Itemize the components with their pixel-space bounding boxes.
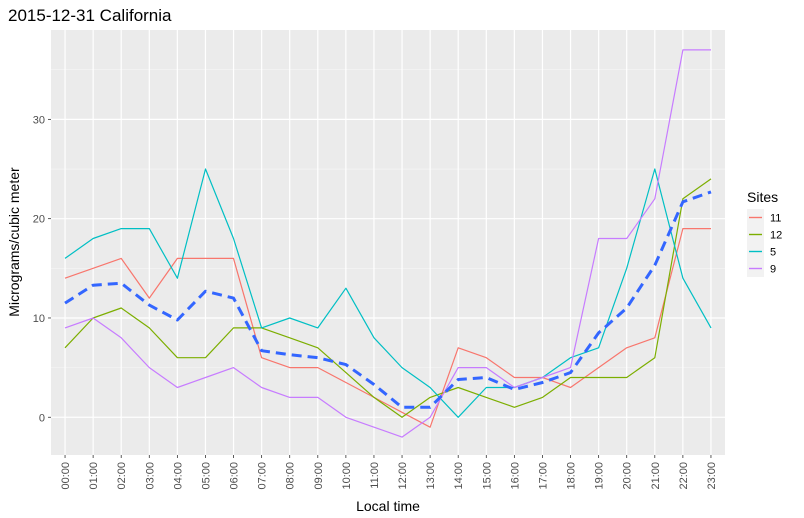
y-tick-label: 20	[33, 214, 45, 226]
legend-label-11: 11	[770, 213, 781, 225]
x-tick-label: 01:00	[88, 462, 100, 490]
x-tick-label: 10:00	[341, 462, 353, 490]
x-tick-label: 04:00	[172, 462, 184, 490]
y-tick-label: 10	[33, 313, 45, 325]
legend-label-12: 12	[770, 230, 782, 242]
x-tick-label: 15:00	[481, 462, 493, 490]
x-tick-label: 03:00	[144, 462, 156, 490]
x-tick-label: 05:00	[200, 462, 212, 490]
x-tick-label: 07:00	[257, 462, 269, 490]
chart-title: 2015-12-31 California	[8, 6, 172, 25]
x-tick-label: 06:00	[229, 462, 241, 490]
legend-label-9: 9	[770, 264, 776, 276]
y-tick-label: 30	[33, 114, 45, 126]
x-tick-label: 08:00	[285, 462, 297, 490]
x-tick-label: 02:00	[116, 462, 128, 490]
x-tick-label: 13:00	[425, 462, 437, 490]
x-tick-label: 17:00	[537, 462, 549, 490]
x-tick-label: 11:00	[369, 462, 381, 489]
x-tick-label: 16:00	[509, 462, 521, 490]
x-tick-label: 20:00	[622, 462, 634, 490]
plot-panel	[51, 30, 725, 455]
x-tick-label: 18:00	[566, 462, 578, 490]
series-line-5	[64, 168, 712, 418]
x-tick-label: 21:00	[650, 462, 662, 490]
legend-label-5: 5	[770, 247, 776, 259]
x-tick-label: 12:00	[397, 462, 409, 490]
x-tick-label: 14:00	[453, 462, 465, 490]
x-axis-title: Local time	[356, 498, 420, 514]
x-tick-label: 00:00	[60, 462, 72, 490]
series-line-9	[64, 49, 711, 438]
y-axis-title: Micrograms/cubic meter	[6, 167, 22, 317]
series-line-12	[64, 178, 712, 418]
x-tick-label: 22:00	[678, 462, 690, 490]
x-tick-label: 19:00	[594, 462, 606, 490]
y-tick-label: 0	[39, 412, 45, 424]
legend-title: Sites	[747, 189, 778, 205]
x-tick-label: 09:00	[313, 462, 325, 490]
x-tick-label: 23:00	[706, 462, 718, 490]
series-line-11	[64, 228, 711, 428]
